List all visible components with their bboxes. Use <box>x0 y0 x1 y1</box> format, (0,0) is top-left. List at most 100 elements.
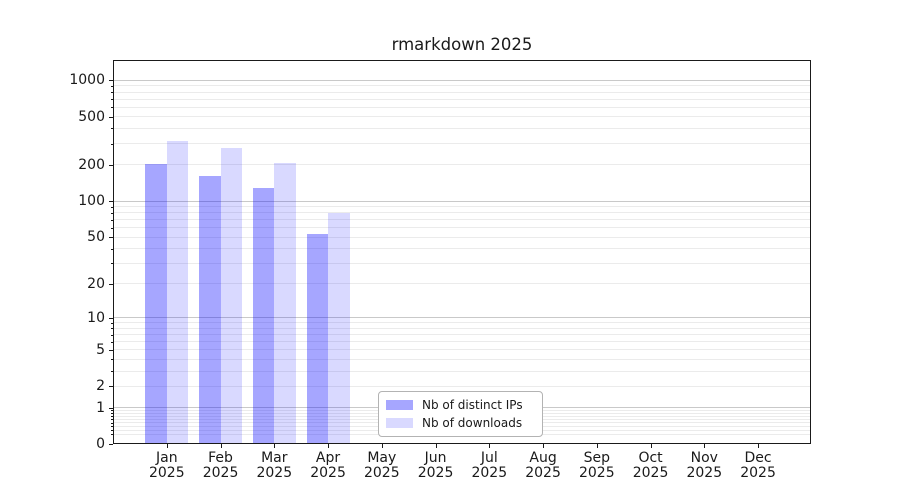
x-tick-label: Jan 2025 <box>148 450 185 481</box>
gridline-minor <box>113 236 811 238</box>
legend-swatch-distinct-ips-icon <box>386 400 413 410</box>
legend-label-downloads: Nb of downloads <box>422 416 523 430</box>
y-minor-tick-mark <box>111 334 113 336</box>
gridline-minor <box>113 358 811 360</box>
chart-title: rmarkdown 2025 <box>391 35 533 54</box>
gridline-minor <box>113 341 811 343</box>
gridline-minor <box>113 164 811 166</box>
gridline-major <box>113 200 811 202</box>
gridline-minor <box>113 349 811 351</box>
gridline-minor <box>113 106 811 108</box>
x-tick-label: Apr 2025 <box>310 450 346 481</box>
x-tick-mark <box>758 444 760 448</box>
y-minor-tick-mark <box>111 426 113 428</box>
y-minor-tick-mark <box>111 322 113 324</box>
y-tick-mark <box>109 444 113 445</box>
y-tick-label: 1 <box>96 399 105 416</box>
y-minor-tick-mark <box>111 92 113 94</box>
x-tick-label: Jul 2025 <box>471 450 508 481</box>
gridline-minor <box>113 385 811 387</box>
gridline-minor <box>113 91 811 93</box>
gridline-minor <box>113 206 811 208</box>
y-minor-tick-mark <box>111 116 113 118</box>
y-minor-tick-mark <box>111 128 113 130</box>
x-tick-mark <box>381 444 383 448</box>
y-minor-tick-mark <box>111 219 113 221</box>
x-tick-label: Mar 2025 <box>256 450 293 481</box>
legend-item-distinct-ips: Nb of distinct IPs <box>386 398 535 412</box>
gridline-minor <box>113 85 811 87</box>
gridline-major <box>113 317 811 319</box>
y-minor-tick-mark <box>111 371 113 373</box>
bar-downloads-jan <box>166 141 189 444</box>
y-minor-tick-mark <box>111 386 113 388</box>
y-tick-label: 100 <box>78 193 105 210</box>
y-tick-label: 2 <box>96 378 105 395</box>
x-tick-mark <box>489 444 491 448</box>
bar-distinct-ips-mar <box>252 187 275 444</box>
gridline-minor <box>113 262 811 264</box>
legend-label-distinct-ips: Nb of distinct IPs <box>422 398 523 412</box>
y-minor-tick-mark <box>111 263 113 265</box>
x-tick-label: Aug 2025 <box>525 450 561 481</box>
gridline-minor <box>113 370 811 372</box>
bar-downloads-apr <box>328 212 350 444</box>
bar-downloads-mar <box>274 162 296 444</box>
y-minor-tick-mark <box>111 227 113 229</box>
y-minor-tick-mark <box>111 434 113 436</box>
x-tick-mark <box>220 444 222 448</box>
legend: Nb of distinct IPs Nb of downloads <box>378 391 543 437</box>
x-tick-mark <box>166 444 168 448</box>
gridline-major <box>113 79 811 81</box>
x-tick-label: May 2025 <box>363 450 400 481</box>
legend-swatch-downloads-icon <box>386 418 413 428</box>
y-minor-tick-mark <box>111 99 113 101</box>
x-tick-label: Nov 2025 <box>686 450 723 481</box>
y-minor-tick-mark <box>111 328 113 330</box>
y-tick-mark <box>109 80 113 82</box>
y-minor-tick-mark <box>111 164 113 166</box>
y-tick-mark <box>109 317 113 319</box>
x-tick-label: Jun 2025 <box>417 450 454 481</box>
x-tick-label: Feb 2025 <box>202 450 239 481</box>
x-tick-mark <box>650 444 652 448</box>
y-minor-tick-mark <box>111 248 113 250</box>
x-tick-label: Sep 2025 <box>578 450 615 481</box>
y-minor-tick-mark <box>111 206 113 208</box>
bar-downloads-feb <box>220 147 243 444</box>
gridline-minor <box>113 227 811 229</box>
y-minor-tick-mark <box>111 283 113 285</box>
y-tick-label: 0 <box>96 436 105 452</box>
y-minor-tick-mark <box>111 359 113 361</box>
y-tick-label: 5 <box>96 341 105 358</box>
x-tick-mark <box>435 444 437 448</box>
x-tick-label: Oct 2025 <box>632 450 669 481</box>
y-minor-tick-mark <box>111 413 113 415</box>
gridline-minor <box>113 143 811 145</box>
y-minor-tick-mark <box>111 349 113 351</box>
gridline-minor <box>113 327 811 329</box>
y-minor-tick-mark <box>111 419 113 421</box>
x-tick-mark <box>596 444 598 448</box>
y-tick-mark <box>109 201 113 203</box>
gridline-minor <box>113 219 811 221</box>
y-tick-label: 200 <box>78 156 105 173</box>
y-tick-label: 1000 <box>69 72 105 89</box>
gridline-minor <box>113 248 811 250</box>
y-tick-label: 20 <box>87 275 105 292</box>
y-minor-tick-mark <box>111 107 113 109</box>
y-minor-tick-mark <box>111 212 113 214</box>
gridline-minor <box>113 283 811 285</box>
y-minor-tick-mark <box>111 85 113 87</box>
gridline-minor <box>113 127 811 129</box>
x-tick-mark <box>543 444 545 448</box>
y-minor-tick-mark <box>111 341 113 343</box>
y-tick-mark <box>109 407 113 409</box>
bar-distinct-ips-feb <box>199 175 221 444</box>
y-tick-label: 10 <box>87 309 105 326</box>
y-tick-label: 50 <box>87 229 105 246</box>
x-tick-mark <box>274 444 276 448</box>
bar-distinct-ips-apr <box>306 234 329 444</box>
y-minor-tick-mark <box>111 422 113 424</box>
